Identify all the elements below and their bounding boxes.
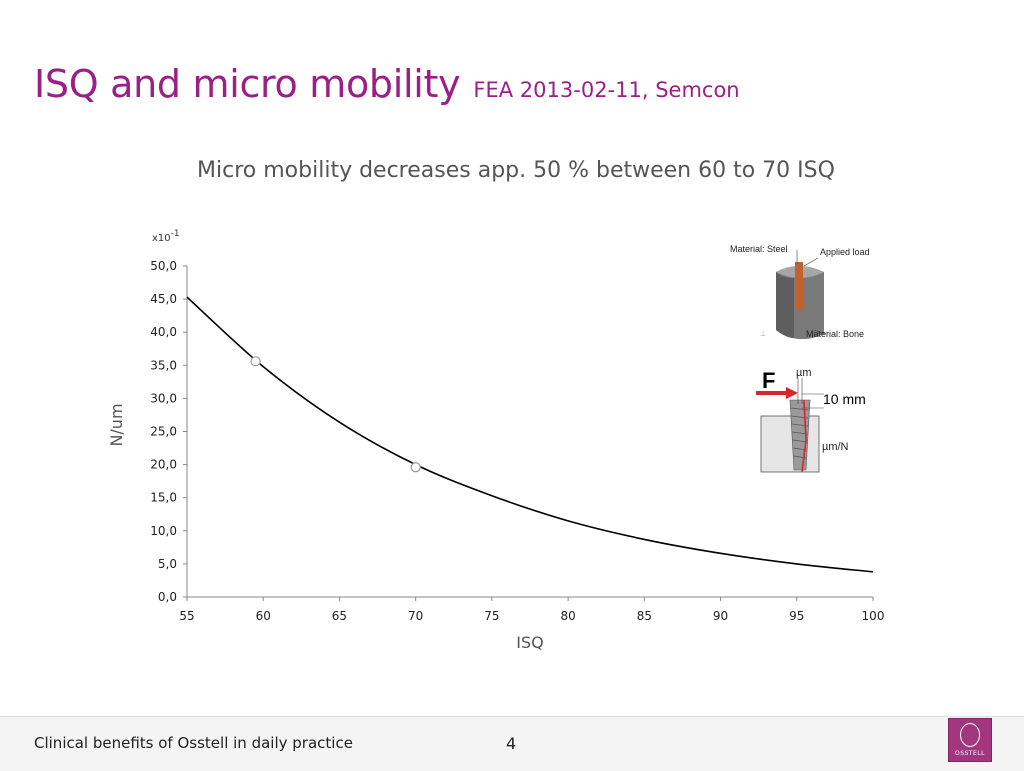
y-tick-label: 5,0 [158,557,177,571]
slide-title: ISQ and micro mobility [34,62,461,106]
x-tick-label: 60 [256,609,271,623]
x-tick-label: 100 [862,609,885,623]
depth-label: 10 mm [823,391,866,407]
x-tick-label: 80 [560,609,575,623]
x-tick-label: 70 [408,609,423,623]
label-material-steel: Material: Steel [730,244,788,254]
y-tick-label: 40,0 [150,325,177,339]
x-tick-label: 95 [789,609,804,623]
y-tick-label: 10,0 [150,524,177,538]
bone-socket [760,415,820,473]
load-label-leader [803,257,819,267]
data-point-marker [410,462,421,473]
x-tick-label: 65 [332,609,347,623]
y-tick-label: 25,0 [150,425,177,439]
series-line [186,296,874,573]
y-tick-label: 45,0 [150,292,177,306]
osstell-logo: OSSTELL [948,718,992,762]
y-tick-label: 30,0 [150,391,177,405]
y-tick-label: 20,0 [150,458,177,472]
data-point-marker [250,356,261,367]
x-tick-label: 90 [713,609,728,623]
y-axis-label: N/um [107,403,126,446]
page-number: 4 [506,734,517,753]
bone-block-side [776,272,794,338]
slide-title-row: ISQ and micro mobility FEA 2013-02-11, S… [34,62,740,106]
x-tick-label: 85 [637,609,652,623]
slide-headline: Micro mobility decreases app. 50 % betwe… [197,158,835,183]
y-tick-label: 0,0 [158,590,177,604]
footer-bar: Clinical benefits of Osstell in daily pr… [0,716,1024,771]
axis-glyph: ⊥ [760,330,766,338]
x-tick-label: 75 [484,609,499,623]
y-tick-label: 15,0 [150,491,177,505]
chart: 0,0 5,0 10,0 15,0 20,0 25,0 30,0 35,0 40,0 45,0 50… [107,229,885,652]
steel-post [795,262,803,310]
x-tick-label: 55 [179,609,194,623]
um-label: µm [796,367,812,379]
logo-ring-icon [960,723,980,747]
slide-subtitle: FEA 2013-02-11, Semcon [473,78,740,102]
logo-text: OSSTELL [955,750,985,757]
displacement-line [801,399,807,473]
y-multiplier-exponent: -1 [171,229,180,239]
y-multiplier-label: x10-1 [152,229,180,244]
y-tick-label: 35,0 [150,358,177,372]
force-arrow-head [786,387,798,399]
label-applied-load: Applied load [820,247,870,257]
bone-label-leader [813,329,827,335]
y-multiplier-base: x10 [152,233,171,244]
force-label: F [762,368,775,393]
um-per-n-label: µm/N [822,441,849,453]
label-material-bone: Material: Bone [806,329,864,339]
x-axis-label: ISQ [516,633,543,652]
footer-text: Clinical benefits of Osstell in daily pr… [34,734,353,752]
y-tick-label: 50,0 [150,259,177,273]
implant-diagram: Material: Steel Applied load Material: B… [728,240,878,480]
